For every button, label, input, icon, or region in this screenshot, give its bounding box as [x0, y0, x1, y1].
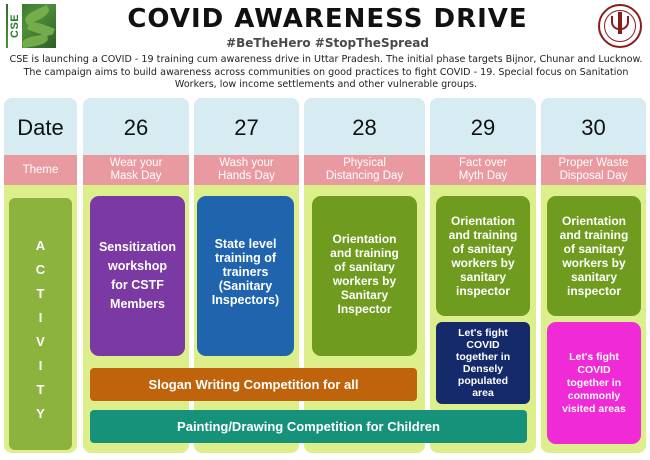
theme-26: Wear your Mask Day [83, 155, 189, 185]
date-27: 27 [194, 98, 299, 158]
activity-30-extra-box: Let's fight COVID together in commonly v… [547, 322, 641, 444]
hashtags: #BeTheHero #StopTheSpread [226, 36, 429, 50]
activity-27-box: State level training of trainers (Sanita… [197, 196, 294, 356]
painting-competition-bar: Painting/Drawing Competition for Childre… [90, 410, 527, 443]
cse-logo-text: CSE [8, 4, 22, 48]
activity-29-extra-box: Let's fight COVID together in Densely po… [436, 322, 530, 404]
intro-paragraph: CSE is launching a COVID - 19 training c… [9, 54, 643, 90]
state-emblem-icon [598, 4, 642, 48]
date-30: 30 [541, 98, 646, 158]
theme-label: Theme [4, 155, 77, 185]
activity-30-main-box: Orientation and training of sanitary wor… [547, 196, 641, 316]
cse-logo: CSE [6, 4, 56, 48]
activity-28-box: Orientation and training of sanitary wor… [312, 196, 417, 356]
theme-29: Fact over Myth Day [430, 155, 536, 185]
date-26: 26 [83, 98, 189, 158]
activity-label: A C T I V I T Y [9, 198, 72, 450]
date-label: Date [4, 98, 77, 158]
date-28: 28 [304, 98, 425, 158]
date-29: 29 [430, 98, 536, 158]
activity-26-box: Sensitization workshop for CSTF Members [90, 196, 185, 356]
slogan-competition-bar: Slogan Writing Competition for all [90, 368, 417, 401]
activity-29-main-box: Orientation and training of sanitary wor… [436, 196, 530, 316]
theme-27: Wash your Hands Day [194, 155, 299, 185]
theme-30: Proper Waste Disposal Day [541, 155, 646, 185]
page-title: COVID AWARENESS DRIVE [127, 4, 528, 34]
theme-28: Physical Distancing Day [304, 155, 425, 185]
